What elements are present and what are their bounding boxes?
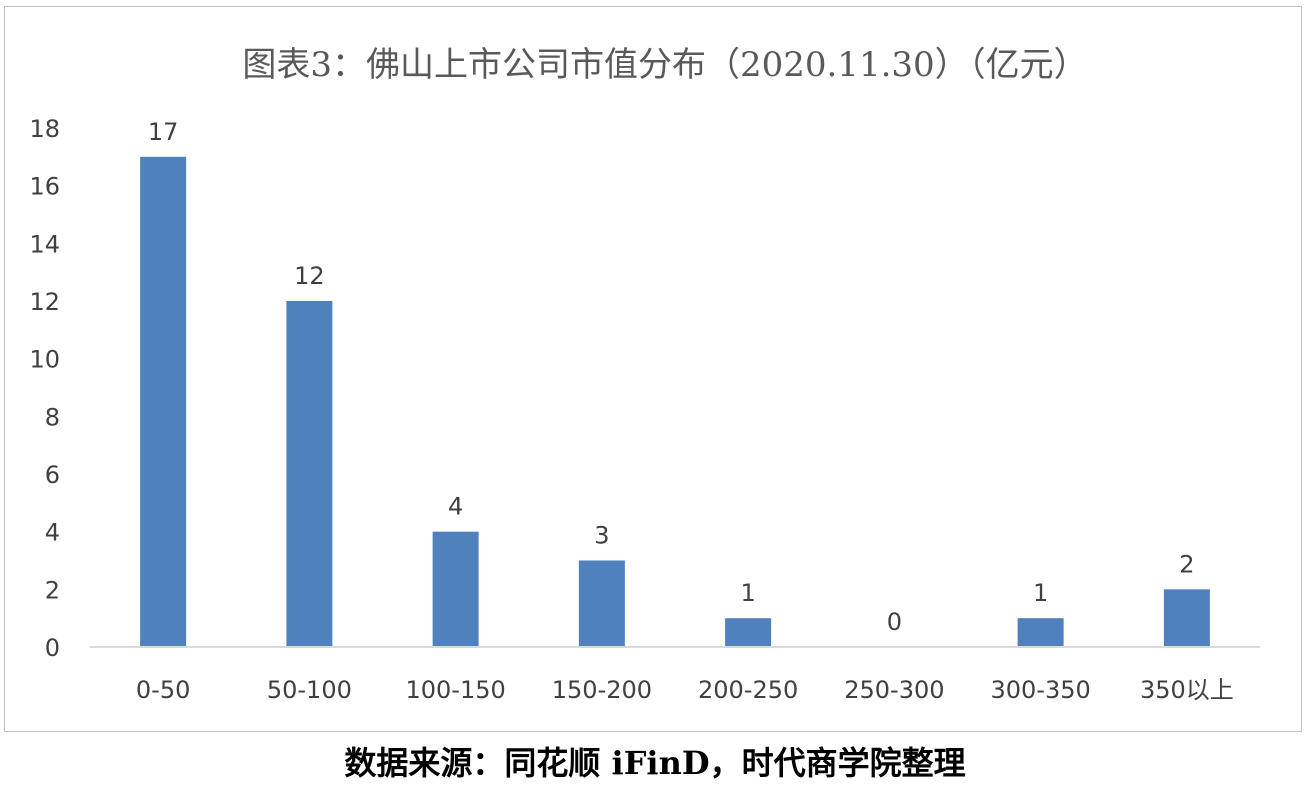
y-tick-label: 14 (29, 230, 60, 258)
bar-value-label: 3 (594, 522, 609, 550)
bar (1017, 618, 1064, 647)
bar (286, 301, 333, 647)
bar (432, 531, 479, 647)
y-axis: 0 2 4 6 8 10 12 14 16 18 (29, 115, 60, 662)
y-tick-label: 16 (29, 173, 60, 201)
x-tick-label: 200-250 (698, 676, 798, 704)
chart-frame (4, 6, 1302, 732)
x-axis: 0-50 50-100 100-150 150-200 200-250 250-300 30… (136, 676, 1234, 704)
bars (140, 156, 1210, 648)
y-tick-label: 0 (45, 634, 60, 662)
bar-value-label: 4 (448, 493, 463, 521)
x-tick-label: 350以上 (1140, 676, 1234, 704)
bar-value-label: 0 (887, 608, 902, 636)
bar-value-label: 12 (294, 262, 325, 290)
bar (725, 618, 772, 647)
y-tick-label: 18 (29, 115, 60, 143)
x-tick-label: 300-350 (990, 676, 1090, 704)
bar (578, 560, 625, 647)
bar-value-label: 2 (1179, 550, 1194, 578)
x-tick-label: 250-300 (844, 676, 944, 704)
bar-value-label: 1 (1033, 579, 1048, 607)
y-tick-label: 12 (29, 288, 60, 316)
y-tick-label: 2 (45, 576, 60, 604)
x-tick-label: 100-150 (405, 676, 505, 704)
x-tick-label: 150-200 (552, 676, 652, 704)
y-tick-label: 8 (45, 403, 60, 431)
x-tick-label: 50-100 (267, 676, 352, 704)
bar (140, 156, 187, 648)
chart-title: 图表3：佛山上市公司市值分布（2020.11.30）（亿元） (242, 45, 1087, 85)
y-tick-label: 4 (45, 519, 60, 547)
bar (1163, 589, 1210, 647)
y-tick-label: 10 (29, 346, 60, 374)
bar-value-label: 1 (740, 579, 755, 607)
source-note: 数据来源：同花顺 iFinD，时代商学院整理 (344, 744, 966, 782)
x-tick-label: 0-50 (136, 676, 190, 704)
bar-value-label: 17 (148, 118, 179, 146)
y-tick-label: 6 (45, 461, 60, 489)
bar-chart: 图表3：佛山上市公司市值分布（2020.11.30）（亿元） 024681012… (29, 45, 1260, 704)
